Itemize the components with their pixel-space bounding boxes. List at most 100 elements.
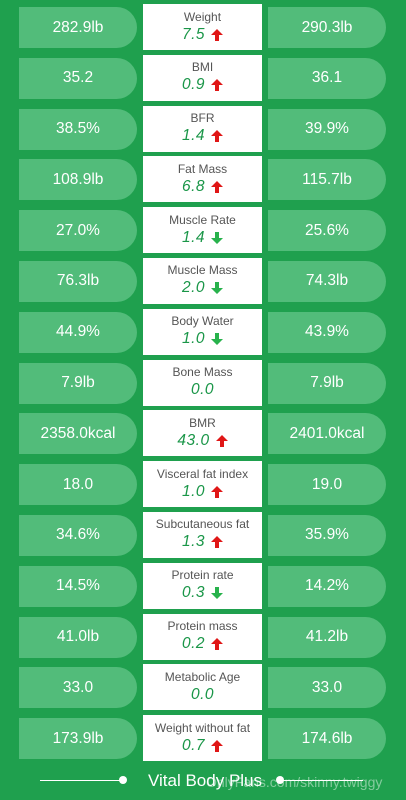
metric-label: BFR [190,111,215,126]
current-value: 41.2lb [268,616,386,658]
metric-label: Fat Mass [177,161,228,176]
delta-value: 0.0 [190,381,215,399]
metric-label: Weight without fat [154,720,251,735]
metric-row: 34.6% Subcutaneous fat 1.3 35.9% [0,511,406,563]
delta-value: 6.8 [181,177,206,195]
previous-value: 27.0% [19,210,137,252]
current-value: 74.3lb [268,260,386,302]
metric-card: Muscle Mass 2.0 [143,257,262,304]
current-value: 36.1 [268,57,386,99]
current-value: 19.0 [268,464,386,506]
delta-value: 0.3 [181,584,206,602]
delta-line: 0.0 [191,381,214,399]
metric-card: Fat Mass 6.8 [143,156,262,203]
delta-value: 1.0 [181,482,206,500]
arrow-up-icon [211,739,224,753]
metric-label: Visceral fat index [156,466,249,481]
metric-label: Weight [183,9,222,24]
previous-value: 34.6% [19,514,137,556]
arrow-up-icon [215,434,228,448]
footer-bar: Vital Body Plus [0,768,406,800]
footer-dot-left [119,776,127,784]
metric-card: Metabolic Age 0.0 [143,664,262,711]
current-value: 2401.0kcal [268,413,386,455]
metric-row: 35.2 BMI 0.9 36.1 [0,54,406,106]
current-value: 14.2% [268,565,386,607]
delta-value: 0.9 [181,76,206,94]
delta-value: 1.4 [181,228,206,246]
metric-card: BMR 43.0 [143,410,262,457]
arrow-up-icon [211,78,224,92]
arrow-up-icon [211,129,224,143]
current-value: 33.0 [268,667,386,709]
delta-value: 43.0 [177,431,210,449]
delta-line: 7.5 [181,25,224,44]
metric-label: Bone Mass [172,365,233,380]
metric-card: Weight without fat 0.7 [143,715,262,762]
watermark-text: OnlyFans.com/skinny.twiggy [206,774,383,790]
metric-row: 14.5% Protein rate 0.3 14.2% [0,562,406,614]
delta-value: 2.0 [181,279,206,297]
delta-line: 43.0 [177,431,228,450]
delta-value: 7.5 [181,25,206,43]
metric-card: Protein rate 0.3 [143,562,262,609]
metric-card: Muscle Rate 1.4 [143,207,262,254]
metric-row: 76.3lb Muscle Mass 2.0 74.3lb [0,257,406,309]
metric-label: Body Water [171,314,234,329]
delta-line: 6.8 [181,177,224,196]
arrow-up-icon [211,485,224,499]
current-value: 25.6% [268,210,386,252]
delta-line: 1.3 [181,533,224,551]
previous-value: 76.3lb [19,260,137,302]
previous-value: 282.9lb [19,7,137,48]
metric-label: BMI [191,60,214,75]
current-value: 35.9% [268,514,386,556]
brand-label: Vital Body Plus [147,771,263,790]
current-value: 115.7lb [268,159,386,201]
metric-row: 2358.0kcal BMR 43.0 2401.0kcal [0,410,406,461]
previous-value: 108.9lb [19,159,137,201]
delta-line: 0.3 [181,584,224,602]
previous-value: 33.0 [19,667,137,709]
metric-row: 41.0lb Protein mass 0.2 41.2lb [0,613,406,665]
previous-value: 173.9lb [19,718,137,760]
footer-line-right [283,780,363,781]
metric-row: 173.9lb Weight without fat 0.7 174.6lb [0,715,406,766]
metric-label: Protein mass [167,619,238,634]
delta-line: 0.9 [181,76,224,94]
metric-label: Subcutaneous fat [155,517,250,532]
delta-line: 0.7 [182,737,224,755]
metric-row: 7.9lb Bone Mass 0.0 7.9lb [0,359,406,411]
metric-card: Weight 7.5 [143,4,262,50]
metric-card: Visceral fat index 1.0 [143,461,262,508]
delta-value: 0.2 [181,635,206,653]
current-value: 7.9lb [268,362,386,404]
delta-line: 1.0 [182,330,224,348]
previous-value: 2358.0kcal [19,413,137,455]
metric-label: Metabolic Age [164,669,241,684]
arrow-down-icon [211,586,224,600]
delta-line: 2.0 [181,279,224,297]
metric-label: Muscle Rate [169,212,236,227]
previous-value: 44.9% [19,311,137,353]
previous-value: 7.9lb [19,362,137,404]
delta-line: 1.4 [181,127,224,145]
arrow-up-icon [211,180,224,194]
metric-label: Protein rate [171,568,234,583]
metric-label: Muscle Mass [167,263,238,278]
arrow-down-icon [211,231,224,245]
delta-line: 0.2 [181,635,224,653]
delta-line: 0.0 [191,686,214,704]
current-value: 174.6lb [268,718,386,760]
metric-card: Protein mass 0.2 [143,613,262,660]
delta-value: 0.0 [190,685,215,703]
delta-value: 1.3 [181,533,206,551]
previous-value: 14.5% [19,565,137,607]
previous-value: 18.0 [19,464,137,506]
arrow-up-icon [211,28,224,42]
delta-value: 1.4 [181,127,206,145]
metric-row: 18.0 Visceral fat index 1.0 19.0 [0,461,406,512]
metric-card: Subcutaneous fat 1.3 [143,511,262,558]
previous-value: 38.5% [19,108,137,150]
footer-line-left [40,780,120,781]
